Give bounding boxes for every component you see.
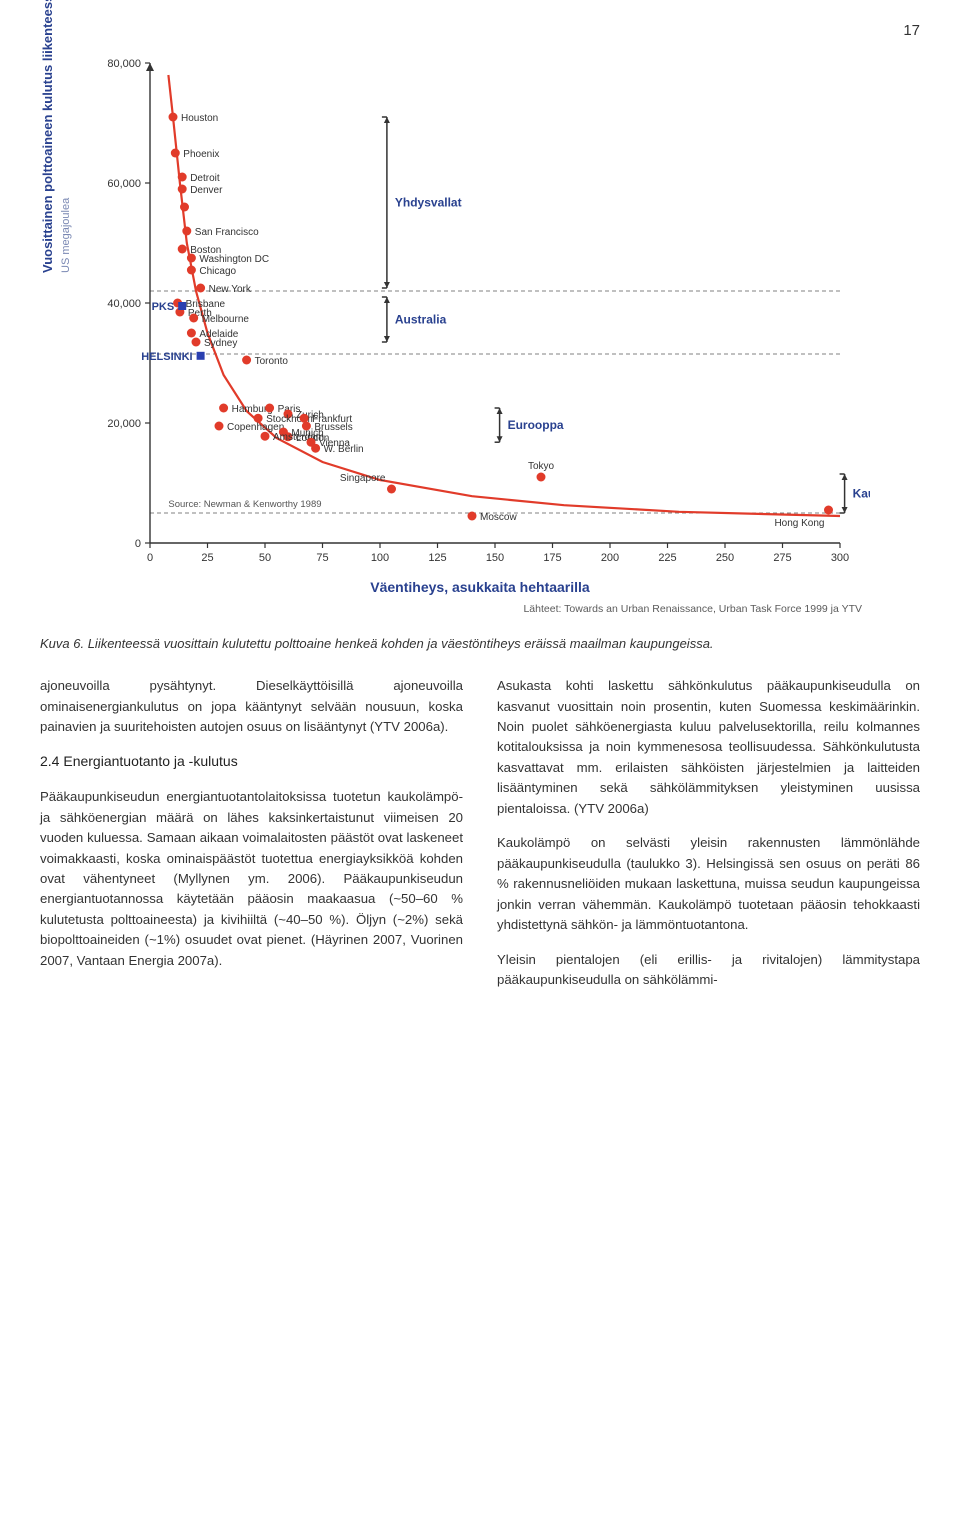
svg-text:40,000: 40,000 xyxy=(107,298,141,310)
svg-text:175: 175 xyxy=(543,552,561,564)
col1-p1: ajoneuvoilla pysähtynyt. Dieselkäyttöisi… xyxy=(40,676,463,737)
svg-text:275: 275 xyxy=(773,552,791,564)
page-number: 17 xyxy=(40,20,920,43)
svg-text:W. Berlin: W. Berlin xyxy=(324,444,364,455)
svg-text:Sydney: Sydney xyxy=(204,338,237,349)
svg-text:San Francisco: San Francisco xyxy=(195,227,259,238)
svg-text:250: 250 xyxy=(716,552,734,564)
y-axis-label: Vuosittainen polttoaineen kulutus liiken… xyxy=(38,0,74,273)
svg-text:Amsterdam: Amsterdam xyxy=(273,432,324,443)
svg-text:Detroit: Detroit xyxy=(190,173,220,184)
svg-text:Washington DC: Washington DC xyxy=(199,254,269,265)
subheading: 2.4 Energiantuotanto ja -kulutus xyxy=(40,751,463,773)
svg-text:Singapore: Singapore xyxy=(340,473,386,484)
svg-text:25: 25 xyxy=(201,552,213,564)
svg-text:Source: Newman & Kenworthy 198: Source: Newman & Kenworthy 1989 xyxy=(168,499,321,510)
svg-text:Australia: Australia xyxy=(395,312,447,326)
svg-text:20,000: 20,000 xyxy=(107,418,141,430)
col1-p2: Pääkaupunkiseudun energiantuotantolaitok… xyxy=(40,787,463,971)
svg-text:300: 300 xyxy=(831,552,849,564)
svg-text:100: 100 xyxy=(371,552,389,564)
svg-text:200: 200 xyxy=(601,552,619,564)
svg-text:Houston: Houston xyxy=(181,113,218,124)
svg-text:Hong Kong: Hong Kong xyxy=(774,518,824,529)
chart-container: Vuosittainen polttoaineen kulutus liiken… xyxy=(40,53,920,618)
svg-text:225: 225 xyxy=(658,552,676,564)
column-right: Asukasta kohti laskettu sähkönkulutus pä… xyxy=(497,676,920,1004)
svg-text:125: 125 xyxy=(428,552,446,564)
svg-text:80,000: 80,000 xyxy=(107,58,141,70)
col2-p2: Kaukolämpö on selvästi yleisin rakennust… xyxy=(497,833,920,935)
svg-text:50: 50 xyxy=(259,552,271,564)
svg-text:Eurooppa: Eurooppa xyxy=(508,418,564,432)
chart-bottom-source: Lähteet: Towards an Urban Renaissance, U… xyxy=(90,602,870,618)
svg-text:Yhdysvallat: Yhdysvallat xyxy=(395,195,462,209)
svg-text:150: 150 xyxy=(486,552,504,564)
chart-svg: 0 20,000 40,000 60,000 80,000 0 25 50 75 100 125 15… xyxy=(90,53,870,573)
svg-text:Toronto: Toronto xyxy=(255,356,289,367)
svg-text:Tokyo: Tokyo xyxy=(528,461,555,472)
svg-text:Phoenix: Phoenix xyxy=(183,149,219,160)
svg-text:PKS: PKS xyxy=(152,301,175,313)
svg-text:0: 0 xyxy=(135,538,141,550)
svg-text:Melbourne: Melbourne xyxy=(202,314,250,325)
svg-text:HELSINKI: HELSINKI xyxy=(141,350,192,362)
figure-caption: Kuva 6. Liikenteessä vuosittain kulutett… xyxy=(40,635,920,654)
svg-text:75: 75 xyxy=(316,552,328,564)
svg-text:Moscow: Moscow xyxy=(480,512,517,523)
svg-text:New York: New York xyxy=(209,284,252,295)
svg-text:60,000: 60,000 xyxy=(107,178,141,190)
svg-text:Denver: Denver xyxy=(190,185,223,196)
col2-p3: Yleisin pientalojen (eli erillis- ja riv… xyxy=(497,950,920,991)
svg-text:0: 0 xyxy=(147,552,153,564)
x-axis-label: Väentiheys, asukkaita hehtaarilla xyxy=(90,577,870,598)
column-left: ajoneuvoilla pysähtynyt. Dieselkäyttöisi… xyxy=(40,676,463,1004)
svg-text:Chicago: Chicago xyxy=(199,266,236,277)
svg-text:Kauko-Itä: Kauko-Itä xyxy=(853,486,870,500)
col2-p1: Asukasta kohti laskettu sähkönkulutus pä… xyxy=(497,676,920,819)
text-columns: ajoneuvoilla pysähtynyt. Dieselkäyttöisi… xyxy=(40,676,920,1004)
